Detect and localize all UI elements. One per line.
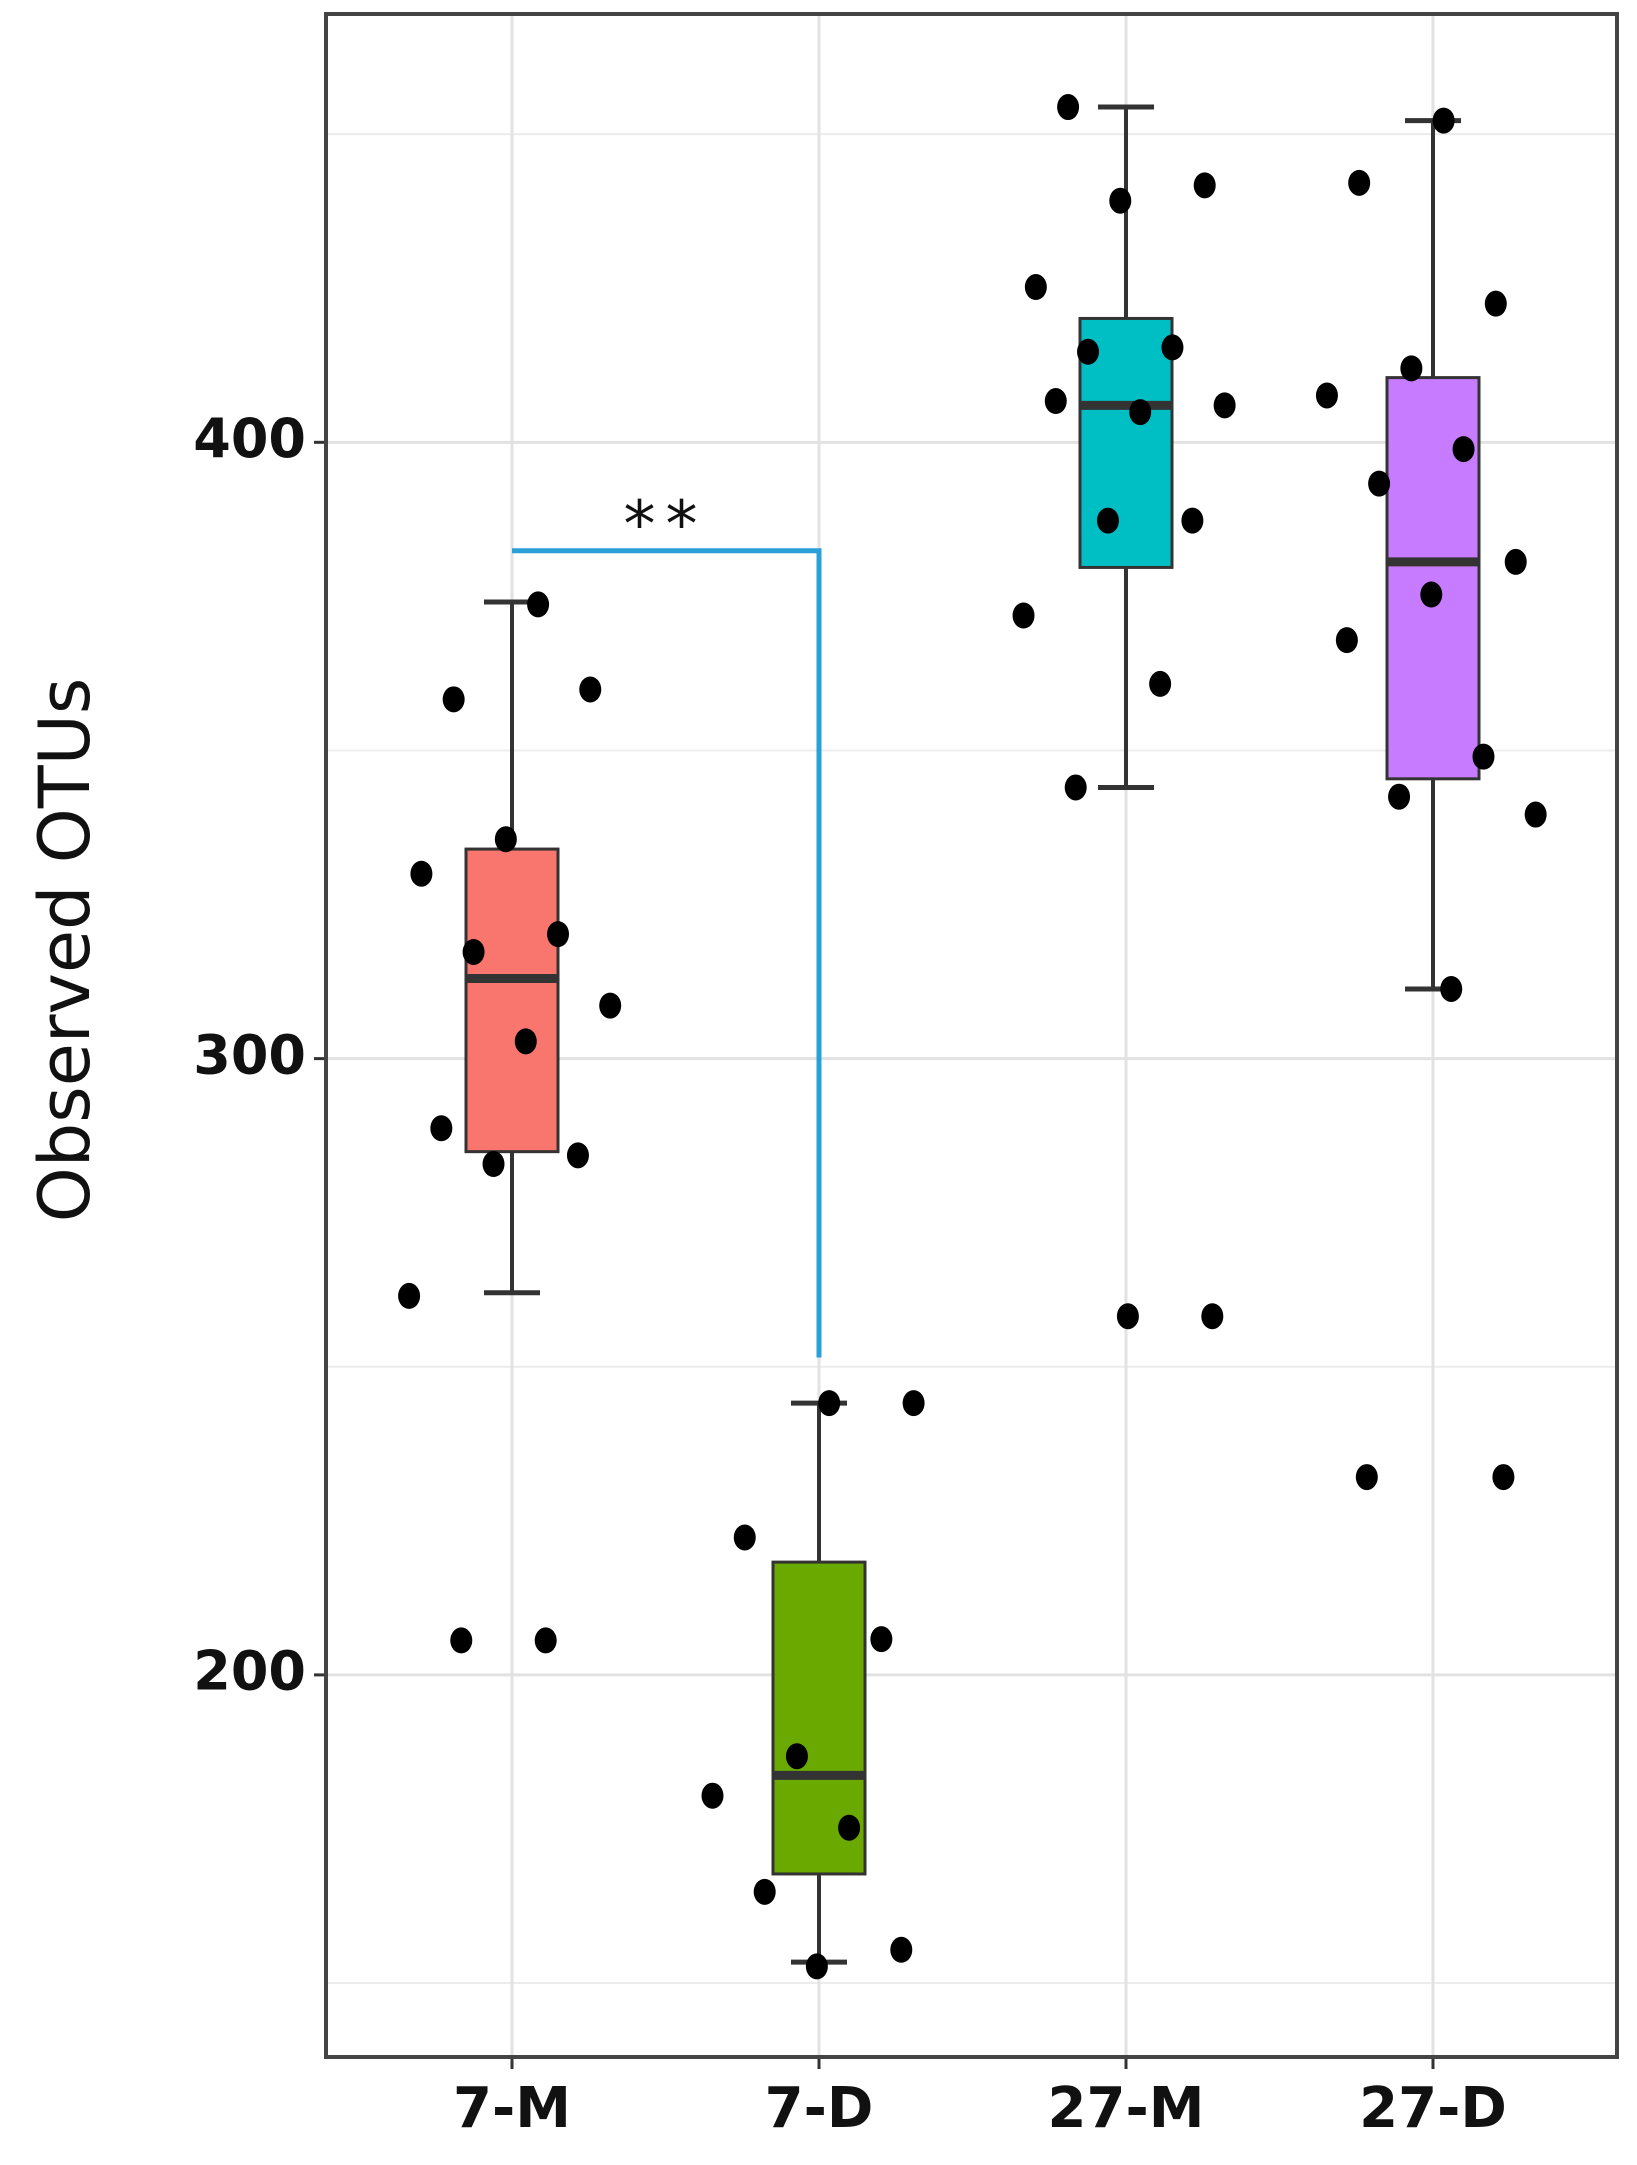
y-tick-label: 200 [193,1640,306,1703]
data-point [514,1028,537,1055]
data-point [527,591,550,618]
data-point [1432,107,1455,134]
y-tick-label: 300 [193,1023,306,1086]
data-point [890,1936,913,1963]
data-point [410,860,433,887]
data-point [1096,507,1119,534]
x-tick-label: 7-D [765,2076,874,2141]
data-point [1181,507,1204,534]
data-point [805,1953,828,1980]
data-point [534,1627,557,1654]
data-point [733,1524,756,1551]
data-point [462,938,485,965]
data-point [1420,581,1443,608]
data-point [1472,743,1495,770]
plot-frame [324,12,1619,2059]
data-point [1193,172,1216,199]
data-point [902,1390,925,1417]
data-point [599,992,622,1019]
data-point [1116,1303,1139,1330]
data-point [494,826,517,853]
data-point [753,1878,776,1905]
data-point [1161,334,1184,361]
y-axis-title: Observed OTUs [24,678,106,1223]
data-point [566,1142,589,1169]
data-point [1024,274,1047,301]
data-point [1044,388,1067,415]
data-point [818,1390,841,1417]
data-point [701,1782,724,1809]
x-tick-label: 27-D [1359,2076,1507,2141]
data-point [1335,627,1358,654]
x-tick-label: 7-M [453,2076,571,2141]
data-point [1109,187,1132,214]
data-point [579,676,602,703]
data-point [1440,975,1463,1002]
box [771,1560,867,1876]
data-point [1057,94,1080,121]
data-point [1213,392,1236,419]
data-point [1315,382,1338,409]
data-point [1400,355,1423,382]
significance-bracket [512,548,822,1358]
box [464,847,560,1154]
data-point [442,686,465,713]
data-point [1492,1464,1515,1491]
data-point [1504,548,1527,575]
data-point [430,1115,453,1142]
data-point [838,1814,861,1841]
data-point [398,1282,421,1309]
y-tick-label: 400 [193,407,306,470]
data-point [1129,399,1152,426]
data-point [1064,774,1087,801]
data-point [870,1626,893,1653]
data-point [1012,602,1035,629]
data-point [1355,1464,1378,1491]
data-point [1368,470,1391,497]
data-point [1077,338,1100,365]
data-point [1484,290,1507,317]
data-point [450,1627,473,1654]
data-point [547,921,570,948]
data-point [1524,801,1547,828]
data-point [1452,436,1475,463]
data-point [1388,783,1411,810]
data-point [1201,1303,1224,1330]
x-tick-label: 27-M [1048,2076,1205,2141]
significance-label: ** [624,488,708,562]
data-point [785,1743,808,1770]
data-point [1149,670,1172,697]
data-point [482,1150,505,1177]
data-point [1348,169,1371,196]
